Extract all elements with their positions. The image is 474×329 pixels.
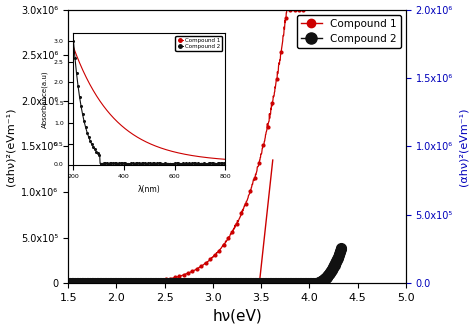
Compound 1	[284, 8, 290, 12]
Y-axis label: (αhν)²(eVm⁻¹): (αhν)²(eVm⁻¹)	[6, 107, 16, 186]
Line: Compound 1: Compound 1	[67, 8, 306, 285]
Compound 2	[338, 246, 344, 250]
Compound 2	[65, 281, 71, 285]
Compound 1	[65, 281, 71, 285]
X-axis label: λ(nm): λ(nm)	[138, 185, 161, 194]
Compound 2	[334, 259, 339, 263]
Compound 1	[245, 196, 251, 200]
Legend: Compound 1, Compound 2: Compound 1, Compound 2	[175, 36, 222, 51]
Legend: Compound 1, Compound 2: Compound 1, Compound 2	[297, 15, 401, 48]
Y-axis label: Absorbance(a.u): Absorbance(a.u)	[42, 70, 48, 128]
Compound 2	[330, 266, 336, 270]
Compound 2	[127, 281, 133, 285]
Compound 1	[302, 8, 308, 12]
Compound 1	[203, 261, 209, 265]
Compound 2	[85, 281, 91, 285]
Compound 1	[209, 255, 215, 259]
Line: Compound 2: Compound 2	[64, 243, 346, 288]
Compound 1	[80, 281, 86, 285]
Compound 2	[154, 281, 159, 285]
Compound 1	[70, 281, 76, 285]
X-axis label: hν(eV): hν(eV)	[212, 309, 262, 323]
Compound 1	[269, 103, 275, 107]
Y-axis label: (αhν)²(eVm⁻¹): (αhν)²(eVm⁻¹)	[458, 107, 468, 186]
Compound 1	[216, 249, 222, 253]
Compound 2	[79, 281, 84, 285]
